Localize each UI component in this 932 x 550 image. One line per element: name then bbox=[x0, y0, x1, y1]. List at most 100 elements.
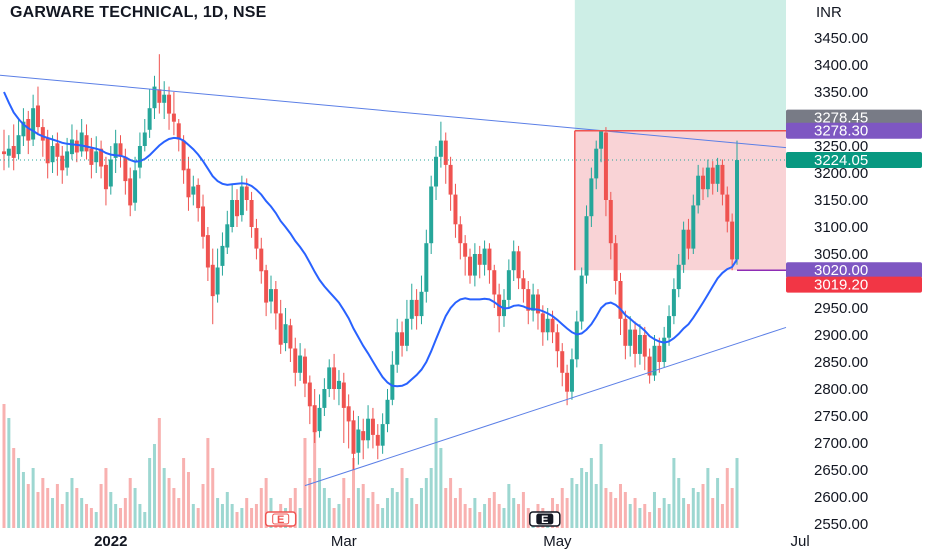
volume-bar bbox=[720, 504, 724, 528]
candle bbox=[254, 218, 259, 260]
volume-bar bbox=[157, 418, 161, 528]
candle bbox=[230, 183, 235, 233]
volume-bar bbox=[682, 498, 686, 528]
volume-bar bbox=[589, 458, 593, 528]
candle-body bbox=[6, 148, 11, 156]
volume-bar bbox=[730, 488, 734, 528]
candle bbox=[511, 240, 516, 281]
candle bbox=[686, 218, 691, 260]
volume-bar bbox=[385, 498, 389, 528]
volume-bar bbox=[7, 418, 11, 528]
candle bbox=[341, 372, 346, 443]
volume-bar bbox=[235, 512, 239, 528]
price-tick-label: 3400.00 bbox=[814, 57, 868, 74]
candle bbox=[603, 127, 608, 217]
candle bbox=[560, 343, 565, 387]
candle-body bbox=[283, 324, 288, 344]
candle-body bbox=[569, 359, 574, 392]
candle-body bbox=[657, 345, 662, 362]
volume-bar bbox=[172, 488, 176, 528]
volume-bar bbox=[342, 478, 346, 528]
candle-body bbox=[565, 372, 570, 392]
candle bbox=[31, 94, 36, 146]
volume-bar bbox=[337, 504, 341, 528]
volume-bar bbox=[254, 504, 258, 528]
candle-body bbox=[492, 270, 497, 295]
volume-bar bbox=[85, 504, 89, 528]
volume-bar bbox=[94, 512, 98, 528]
volume-bar bbox=[41, 478, 45, 528]
candle bbox=[196, 178, 201, 222]
volume-bar bbox=[560, 488, 564, 528]
candle bbox=[521, 270, 526, 303]
price-tick-label: 2600.00 bbox=[814, 489, 868, 506]
volume-bar bbox=[133, 488, 137, 528]
candle-body bbox=[108, 159, 113, 187]
volume-bar bbox=[36, 492, 40, 528]
candle-body bbox=[220, 245, 225, 266]
candle-body bbox=[239, 186, 244, 216]
candle-body bbox=[2, 151, 6, 155]
candle-body bbox=[375, 434, 380, 446]
volume-bar bbox=[735, 458, 739, 528]
volume-bar bbox=[245, 498, 249, 528]
volume-bar bbox=[677, 478, 681, 528]
volume-bar bbox=[143, 512, 147, 528]
candle bbox=[249, 191, 254, 238]
price-tag: 3020.00 bbox=[786, 262, 922, 279]
volume-bar bbox=[211, 468, 215, 528]
candle-body bbox=[458, 224, 463, 244]
candle bbox=[50, 135, 55, 173]
candle-body bbox=[468, 256, 473, 276]
candle bbox=[201, 194, 206, 249]
volume-bar bbox=[410, 498, 414, 528]
position-zones bbox=[574, 0, 786, 271]
candle bbox=[346, 394, 351, 449]
volume-bar bbox=[182, 458, 186, 528]
candle bbox=[463, 235, 468, 276]
volume-bar bbox=[2, 404, 6, 528]
candle-body bbox=[535, 294, 540, 314]
volume-bar bbox=[225, 492, 229, 528]
candle bbox=[487, 243, 492, 284]
candle bbox=[327, 359, 332, 398]
candle bbox=[6, 135, 11, 168]
candle-body bbox=[307, 382, 312, 407]
volume-bar bbox=[46, 488, 50, 528]
candle-body bbox=[550, 318, 555, 333]
volume-bar bbox=[478, 512, 482, 528]
candle-body bbox=[463, 243, 468, 257]
volume-bar bbox=[51, 498, 55, 528]
volume-bar bbox=[75, 488, 79, 528]
candle-body bbox=[400, 332, 405, 346]
candle-body bbox=[176, 123, 181, 140]
candle-body bbox=[637, 335, 642, 354]
candle-body bbox=[79, 132, 84, 152]
candle bbox=[438, 121, 443, 168]
candle-body bbox=[623, 318, 628, 346]
candle-body bbox=[123, 156, 128, 182]
candle-body bbox=[215, 267, 220, 295]
candle bbox=[618, 272, 623, 335]
candle-body bbox=[594, 148, 599, 179]
volume-bar bbox=[405, 478, 409, 528]
candle-body bbox=[351, 420, 356, 454]
volume-bar bbox=[570, 478, 574, 528]
candle-body bbox=[264, 270, 269, 303]
volume-bar bbox=[201, 484, 205, 528]
volume-bar bbox=[216, 498, 220, 528]
candle-body bbox=[516, 251, 521, 279]
candle-body bbox=[710, 167, 715, 184]
earnings-marker: E bbox=[264, 511, 297, 527]
candle bbox=[453, 183, 458, 238]
candle bbox=[599, 130, 604, 163]
time-axis[interactable]: 2022 Mar May Jul bbox=[94, 533, 810, 550]
candle-body bbox=[579, 275, 584, 322]
volume-bar bbox=[177, 498, 181, 528]
candle bbox=[574, 310, 579, 368]
candle-body bbox=[531, 294, 536, 311]
volume-bar bbox=[400, 468, 404, 528]
candle-body bbox=[55, 143, 60, 157]
candle bbox=[681, 221, 686, 273]
